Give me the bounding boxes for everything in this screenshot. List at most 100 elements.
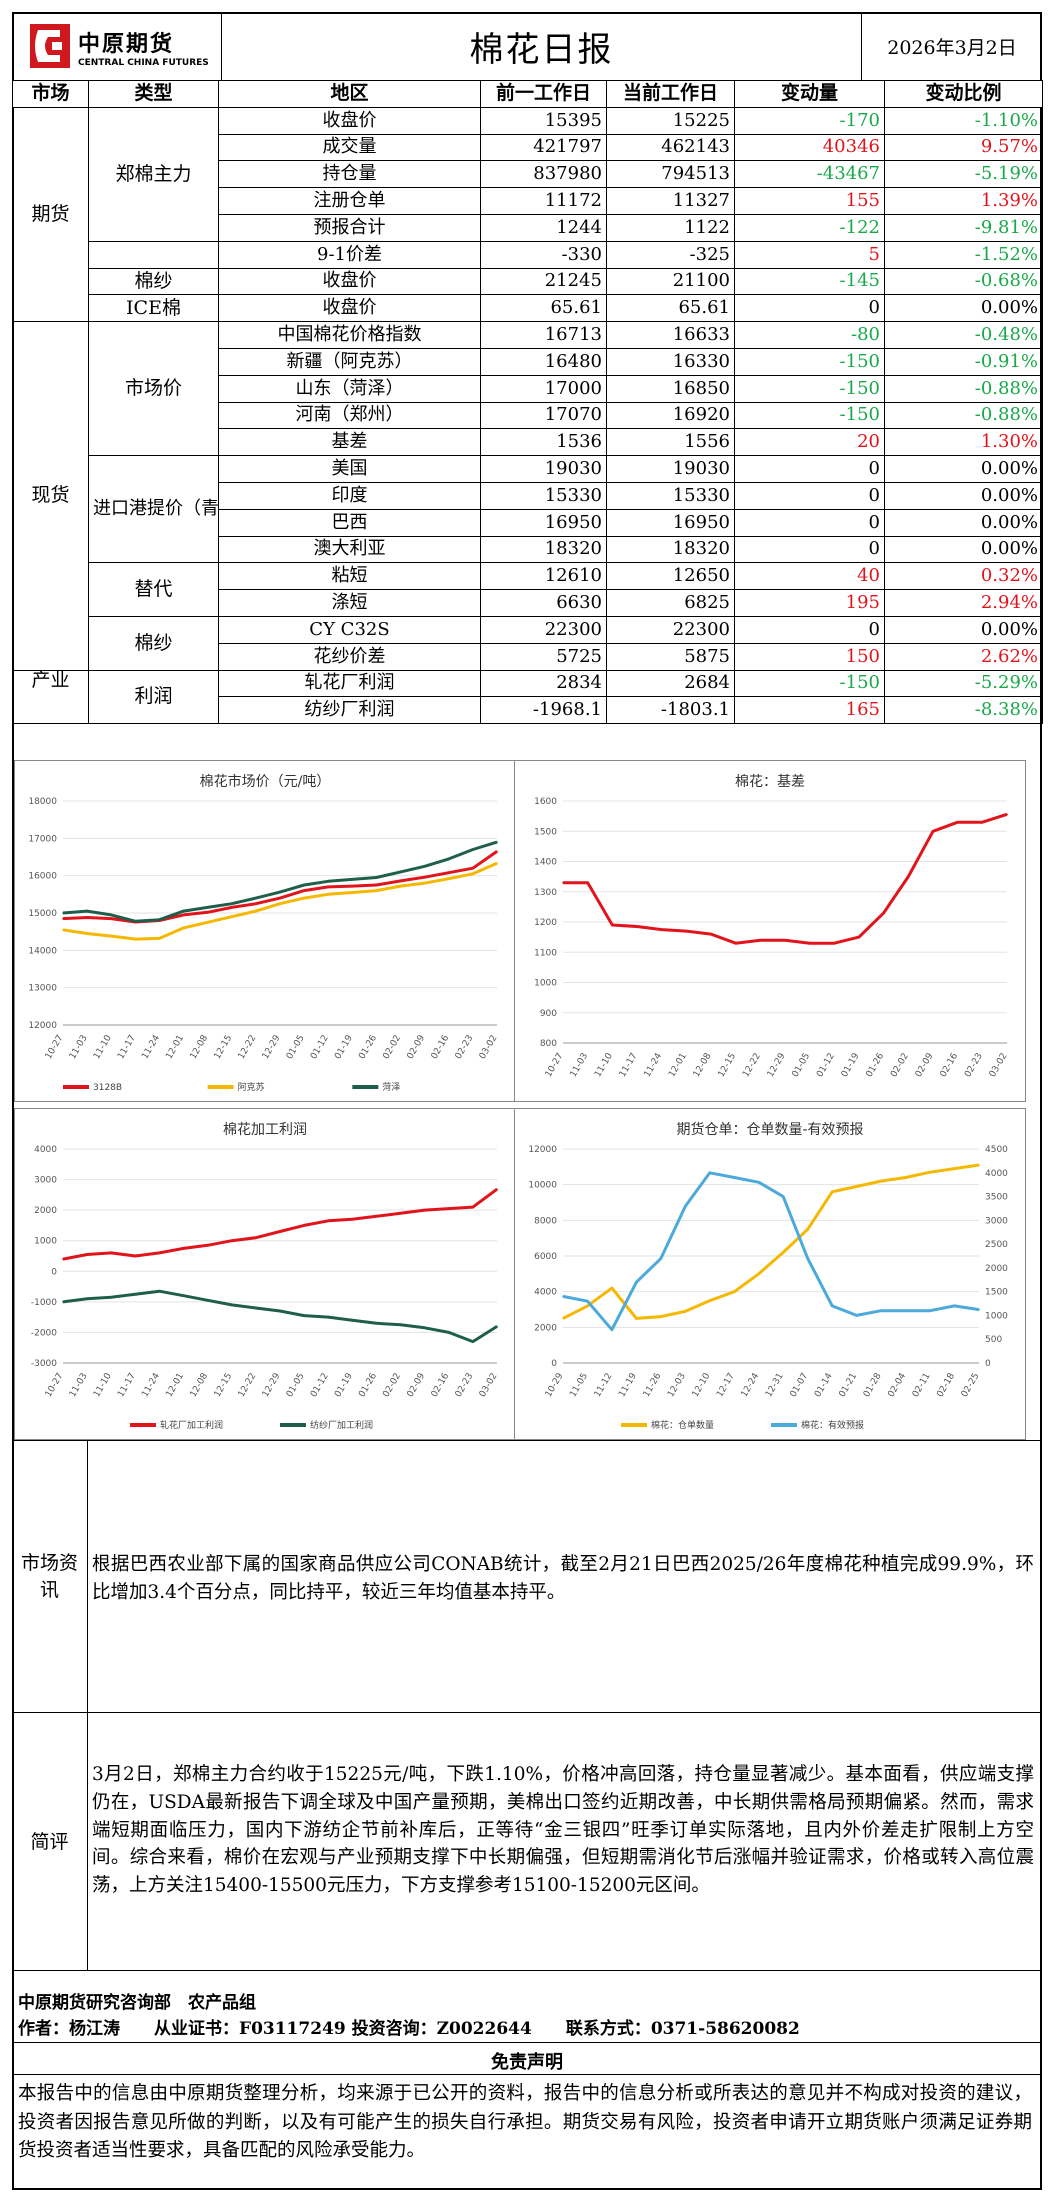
data-point [782, 1195, 785, 1198]
legend-label: 棉花：有效预报 [801, 1419, 864, 1431]
region-cell: 巴西 [218, 508, 481, 537]
data-point [303, 1224, 305, 1227]
series-line [62, 1289, 498, 1344]
disclaimer-text: 本报告中的信息由中原期货整理分析，均来源于已公开的资料，报告中的信息分析或所表达… [18, 2083, 1032, 2162]
col-header-region: 地区 [218, 80, 481, 108]
market-cell: 期货 [12, 106, 89, 323]
data-point [303, 889, 305, 892]
x-tick-label: 10-27 [44, 1372, 66, 1400]
data-point [907, 875, 910, 878]
x-tick-label: 11-03 [569, 1052, 591, 1080]
x-tick-label: 01-05 [285, 1034, 307, 1062]
x-tick-label: 03-02 [988, 1052, 1010, 1080]
x-tick-label: 01-28 [862, 1371, 884, 1399]
y-tick-label: 1300 [534, 888, 557, 898]
pct-value: 0.00% [884, 481, 1043, 510]
data-point [279, 1310, 281, 1312]
region-cell: 9-1价差 [218, 240, 481, 269]
data-point [472, 873, 474, 875]
news-section: 市场资讯 根据巴西农业部下属的国家商品供应公司CONAB统计，截至2月21日巴西… [12, 1440, 1042, 1713]
pct-value: 1.30% [884, 428, 1043, 457]
prev-value: 65.61 [480, 294, 607, 323]
x-tick-label: 12-31 [764, 1372, 786, 1400]
y-tick-label: 13000 [28, 984, 57, 994]
curr-value: 5875 [606, 642, 735, 671]
legend-label: 3128B [93, 1083, 122, 1093]
x-tick-label: 10-27 [544, 1052, 566, 1080]
x-tick-label: 12-15 [213, 1372, 235, 1400]
data-point [375, 1322, 378, 1325]
legend-label: 纺纱厂加工利润 [310, 1419, 373, 1431]
y-right-tick-label: 0 [985, 1359, 991, 1369]
region-cell: 中国棉花价格指数 [218, 321, 481, 349]
x-tick-label: 02-16 [939, 1051, 961, 1079]
change-value: 0 [734, 535, 885, 564]
data-point [423, 1327, 426, 1329]
x-tick-label: 02-09 [406, 1371, 428, 1399]
data-point [303, 897, 305, 899]
y-right-tick-label: 3000 [985, 1216, 1008, 1226]
x-tick-label: 11-10 [92, 1033, 114, 1061]
review-section: 简评 3月2日，郑棉主力合约收于15225元/吨，下跌1.10%，价格冲高回落，… [12, 1712, 1042, 1971]
data-point [447, 877, 450, 880]
data-point [611, 924, 614, 926]
change-value: 0 [734, 615, 885, 644]
data-point [255, 910, 257, 912]
data-point [447, 858, 450, 860]
pct-value: -9.81% [884, 213, 1043, 242]
data-point [86, 932, 88, 935]
region-cell: 收盘价 [218, 106, 481, 135]
data-point [134, 1255, 137, 1257]
col-header-prev: 前一工作日 [480, 80, 607, 108]
change-value: 0 [734, 508, 885, 537]
data-point [806, 1257, 809, 1260]
x-tick-label: 11-17 [116, 1372, 138, 1400]
data-point [855, 1185, 858, 1188]
pct-value: -0.91% [884, 347, 1043, 376]
x-tick-label: 01-14 [813, 1371, 835, 1399]
data-point [733, 1176, 736, 1179]
y-tick-label: -1000 [31, 1298, 57, 1308]
data-point [110, 917, 113, 920]
curr-value: 462143 [606, 133, 735, 162]
market-cell: 产业 [12, 669, 89, 725]
data-point [375, 889, 378, 892]
curr-value: 15225 [606, 106, 735, 135]
col-header-market: 市场 [12, 80, 89, 108]
x-tick-label: 12-29 [766, 1051, 788, 1079]
region-cell: 涤短 [218, 589, 481, 617]
col-header-pct: 变动比例 [884, 80, 1043, 108]
chart-svg: 18000 17000 16000 15000 14000 13000 12000 10-27… [28, 797, 500, 1093]
data-point [255, 1307, 257, 1309]
prev-value: 421797 [480, 133, 607, 162]
pct-value: 1.39% [884, 187, 1043, 215]
y-tick-label: 6000 [534, 1252, 557, 1262]
x-tick-label: 11-17 [618, 1052, 640, 1080]
data-point [62, 1258, 64, 1260]
price-table: 市场 类型 地区 前一工作日 当前工作日 变动量 变动比例 期货 郑棉主力 收盘价 1… [12, 80, 1043, 725]
change-value: 165 [734, 696, 885, 725]
region-cell: 收盘价 [218, 267, 481, 296]
data-point [206, 906, 209, 909]
region-cell: 纺纱厂利润 [218, 696, 481, 725]
data-point [929, 1309, 931, 1312]
curr-value: 15330 [606, 481, 735, 510]
region-cell: 花纱价差 [218, 642, 481, 671]
x-tick-label: 03-02 [478, 1034, 500, 1062]
y-tick-label: 15000 [28, 909, 57, 919]
table-row: 基差 1536 1556 20 1.30% [13, 428, 1043, 457]
x-tick-label: 12-22 [741, 1052, 763, 1080]
x-tick-label: 11-03 [68, 1372, 90, 1400]
x-tick-label: 12-22 [237, 1372, 259, 1400]
x-tick-label: 01-12 [815, 1052, 837, 1080]
y-tick-label: 12000 [28, 1021, 57, 1031]
data-point [808, 942, 811, 944]
x-tick-label: 02-16 [430, 1033, 452, 1061]
data-point [230, 902, 233, 905]
change-value: -150 [734, 401, 885, 430]
company-logo-icon [30, 24, 70, 68]
pct-value: 0.00% [884, 508, 1043, 537]
x-tick-label: 02-02 [381, 1372, 403, 1400]
x-tick-label: 01-05 [285, 1372, 307, 1400]
